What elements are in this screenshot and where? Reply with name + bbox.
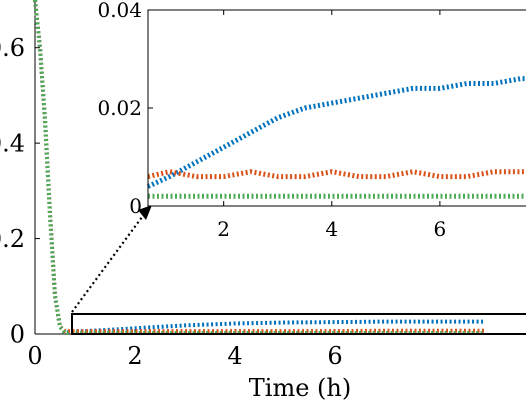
main-y-tick-label: 0 (10, 320, 25, 348)
inset-x-tick-label: 2 (217, 217, 230, 241)
main-x-tick-label: 6 (327, 342, 342, 370)
main-y-tick-label: 0.6 (0, 34, 25, 62)
main-x-tick-label: 2 (127, 342, 142, 370)
main-y-tick-label: 0.4 (0, 130, 25, 158)
inset-y-tick-label: 0.04 (97, 0, 142, 22)
main-x-axis-label: Time (h) (249, 374, 351, 402)
zoom-arrow-line (71, 212, 146, 313)
inset-x-tick-label: 4 (325, 217, 338, 241)
inset-series (146, 76, 526, 199)
inset-series-line-1 (147, 169, 526, 180)
main-ticks: 0 2 4 6 0 0.2 0.4 0.6 (0, 34, 343, 370)
inset-series-line-0 (146, 76, 526, 189)
inset-background (148, 10, 526, 206)
main-y-tick-label: 0.2 (0, 225, 25, 253)
inset-y-tick-label: 0.02 (97, 96, 142, 120)
inset-x-tick-label: 6 (434, 217, 447, 241)
zoom-rectangle (71, 313, 526, 335)
inset-ticks: 2 4 6 0 0.02 0.04 (97, 0, 447, 241)
main-x-tick-label: 0 (27, 342, 42, 370)
main-x-tick-label: 4 (227, 342, 242, 370)
inset-y-tick-label: 0 (129, 194, 142, 218)
zoom-arrow-head (138, 205, 152, 220)
